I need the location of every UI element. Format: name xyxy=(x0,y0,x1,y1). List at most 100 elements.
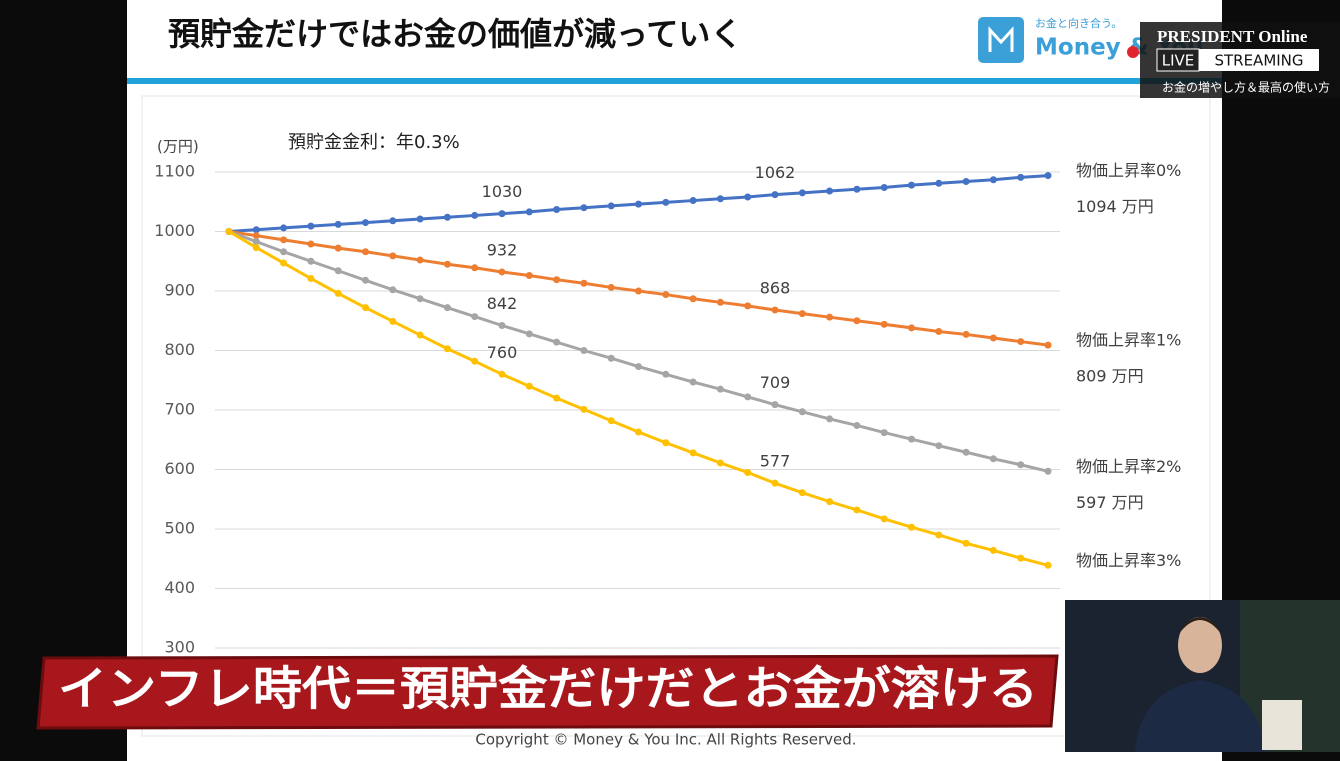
streaming-label: STREAMING xyxy=(1214,52,1303,70)
data-point xyxy=(525,272,533,280)
y-tick-label: 1000 xyxy=(154,221,195,240)
plot-frame xyxy=(141,95,1211,737)
end-value-label: 1094 万円 xyxy=(1076,197,1154,216)
data-point xyxy=(962,448,970,456)
data-point xyxy=(580,347,588,354)
annotation: 預貯金金利：年0.3% xyxy=(288,132,460,153)
data-point xyxy=(935,179,943,187)
data-point xyxy=(935,327,943,335)
data-point xyxy=(689,295,697,303)
video-inset xyxy=(1065,600,1340,752)
y-tick-label: 700 xyxy=(164,400,195,419)
data-point xyxy=(443,345,451,353)
data-point xyxy=(334,267,342,275)
data-point xyxy=(908,324,915,332)
data-label: 1030 xyxy=(482,182,523,201)
data-point xyxy=(880,429,888,437)
data-point xyxy=(389,317,397,325)
data-point xyxy=(826,415,834,423)
data-point xyxy=(1017,173,1025,181)
data-point xyxy=(443,213,451,221)
data-point xyxy=(689,197,697,205)
data-point xyxy=(771,306,779,314)
data-point xyxy=(607,354,615,362)
data-point xyxy=(252,238,260,246)
data-point xyxy=(935,531,943,539)
data-point xyxy=(716,298,724,306)
data-label: 577 xyxy=(760,452,791,471)
data-point xyxy=(689,449,697,457)
live-icon xyxy=(1127,46,1139,58)
data-point xyxy=(1044,341,1052,349)
copyright: Copyright © Money & You Inc. All Rights … xyxy=(475,731,856,749)
data-point xyxy=(280,248,288,256)
data-label: 932 xyxy=(487,240,518,259)
program-title: お金の増やし方＆最高の使い方 xyxy=(1162,80,1330,95)
y-tick-label: 900 xyxy=(164,281,195,300)
data-point xyxy=(607,202,615,210)
data-point xyxy=(1017,338,1025,346)
series-label: 物価上昇率0% xyxy=(1076,161,1181,180)
data-point xyxy=(1017,554,1025,562)
data-point xyxy=(443,304,451,312)
data-point xyxy=(389,217,397,225)
data-point xyxy=(362,219,369,227)
data-point xyxy=(334,244,342,252)
data-point xyxy=(798,489,806,497)
data-point xyxy=(662,198,670,206)
series-label: 物価上昇率2% xyxy=(1076,457,1181,476)
y-tick-label: 600 xyxy=(164,459,195,478)
brand: PRESIDENT Online xyxy=(1157,27,1308,46)
video-person-head xyxy=(1178,617,1222,673)
data-point xyxy=(334,220,342,228)
data-point xyxy=(553,276,561,284)
data-point xyxy=(252,244,260,252)
data-point xyxy=(689,378,697,386)
data-point xyxy=(635,428,642,436)
data-point xyxy=(908,523,915,531)
data-point xyxy=(498,322,506,330)
data-point xyxy=(525,330,533,338)
data-point xyxy=(826,498,834,506)
data-point xyxy=(280,236,288,244)
data-point xyxy=(307,222,315,230)
data-point xyxy=(607,283,615,291)
data-point xyxy=(662,291,670,299)
data-point xyxy=(416,295,424,303)
data-point xyxy=(744,393,752,401)
data-point xyxy=(798,189,806,197)
end-value-label: 597 万円 xyxy=(1076,493,1144,512)
data-point xyxy=(962,539,970,547)
data-point xyxy=(771,401,779,409)
data-point xyxy=(607,417,615,425)
data-point xyxy=(362,276,369,284)
y-tick-label: 300 xyxy=(164,638,195,657)
streaming-box xyxy=(1199,49,1319,71)
data-point xyxy=(635,200,642,208)
data-point xyxy=(880,320,888,328)
logo-mark xyxy=(988,26,1014,52)
data-point xyxy=(1044,467,1052,475)
data-point xyxy=(553,338,561,346)
title-rule xyxy=(127,78,1222,84)
data-point xyxy=(771,191,779,199)
series-label: 物価上昇率3% xyxy=(1076,551,1181,570)
plot: 300 400 500 600 700 800 900 1000 1100 物価上昇率0% 1030… xyxy=(154,161,1181,656)
data-point xyxy=(853,421,861,429)
data-label: 760 xyxy=(487,343,518,362)
data-point xyxy=(498,210,506,218)
data-point xyxy=(498,370,506,378)
data-point xyxy=(362,304,369,312)
caption-banner xyxy=(36,654,1059,730)
data-point xyxy=(416,215,424,223)
data-point xyxy=(389,252,397,260)
data-point xyxy=(553,394,561,402)
y-tick-label: 800 xyxy=(164,340,195,359)
data-label: 868 xyxy=(760,279,791,298)
y-axis-unit: (万円) xyxy=(157,138,199,156)
data-point xyxy=(716,459,724,467)
data-point xyxy=(716,385,724,393)
data-point xyxy=(744,193,752,201)
caption: インフレ時代＝預貯金だけだとお金が溶ける xyxy=(58,662,1038,716)
